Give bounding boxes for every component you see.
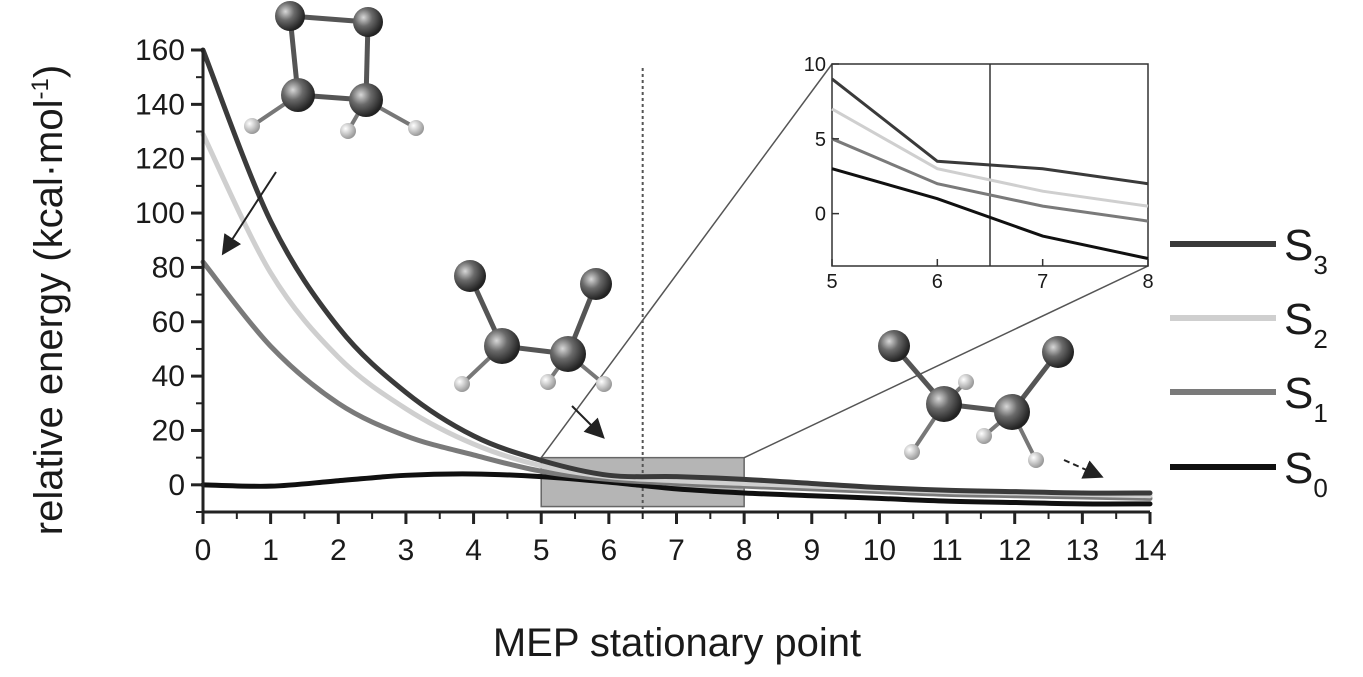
inset-x-tick-label: 5 xyxy=(826,271,837,293)
x-tick-label: 7 xyxy=(668,534,685,567)
legend-label: S1 xyxy=(1284,369,1328,428)
legend-label: S3 xyxy=(1284,221,1328,280)
zoom-inset-plot: 5 6 7 8 0 5 10 xyxy=(804,54,1154,293)
legend-label: S0 xyxy=(1284,444,1328,503)
series-lines xyxy=(200,47,1153,507)
x-tick-label: 9 xyxy=(803,534,820,567)
y-tick-label: 60 xyxy=(152,306,185,339)
main-axes: 0 1 2 3 4 5 6 7 8 9 10 11 12 13 1402040608010012014016… xyxy=(135,34,1167,567)
y-tick-label: 120 xyxy=(135,143,185,176)
x-tick-label: 6 xyxy=(601,534,618,567)
x-tick-label: 1 xyxy=(262,534,279,567)
inset-x-tick-label: 7 xyxy=(1037,271,1048,293)
series-line-S3 xyxy=(200,47,1153,496)
y-tick-label: 20 xyxy=(152,414,185,447)
legend-entry-S3: S3 xyxy=(1170,221,1328,280)
x-tick-label: 4 xyxy=(465,534,482,567)
y-tick-label: 40 xyxy=(152,360,185,393)
molecule-icon-cyclic xyxy=(221,1,424,256)
y-tick-label: 80 xyxy=(152,251,185,284)
x-tick-label: 8 xyxy=(736,534,753,567)
legend-entry-S1: S1 xyxy=(1170,369,1328,428)
x-axis-title: MEP stationary point xyxy=(493,621,861,665)
legend-entry-S2: S2 xyxy=(1170,295,1328,354)
series-line-S1 xyxy=(200,259,1153,501)
inset-y-tick-label: 10 xyxy=(804,54,826,76)
legend-label: S2 xyxy=(1284,295,1328,354)
series-line-S0 xyxy=(200,471,1153,507)
x-tick-label: 12 xyxy=(998,534,1031,567)
x-tick-label: 5 xyxy=(533,534,550,567)
zoom-connector-lines xyxy=(540,63,1149,459)
x-tick-label: 10 xyxy=(863,534,896,567)
y-tick-label: 0 xyxy=(168,469,185,502)
zoom-connector-right xyxy=(743,265,1149,459)
inset-x-tick-label: 8 xyxy=(1142,271,1153,293)
molecule-icon-right xyxy=(878,330,1104,479)
zoom-connector-left xyxy=(540,63,833,459)
x-tick-label: 14 xyxy=(1133,534,1166,567)
legend-entry-S0: S0 xyxy=(1170,444,1328,503)
inset-series-line-S0 xyxy=(831,167,1149,260)
x-tick-label: 2 xyxy=(330,534,347,567)
x-tick-label: 13 xyxy=(1066,534,1099,567)
inset-series-line-S3 xyxy=(831,77,1149,186)
y-tick-label: 140 xyxy=(135,88,185,121)
x-tick-label: 3 xyxy=(398,534,415,567)
y-axis-title: relative energy (kcal·mol-1) xyxy=(27,65,71,535)
legend: S3 S2 S1 S0 xyxy=(1170,221,1328,503)
molecule-icon-middle xyxy=(454,260,612,439)
x-tick-label: 11 xyxy=(931,534,962,567)
inset-y-tick-label: 5 xyxy=(815,129,826,151)
inset-series-line-S1 xyxy=(831,137,1149,223)
inset-y-tick-label: 0 xyxy=(815,204,826,226)
y-tick-label: 160 xyxy=(135,34,185,67)
inset-series-line-S2 xyxy=(831,107,1149,208)
inset-x-tick-label: 6 xyxy=(932,271,943,293)
y-tick-label: 100 xyxy=(135,197,185,230)
x-tick-label: 0 xyxy=(195,534,212,567)
